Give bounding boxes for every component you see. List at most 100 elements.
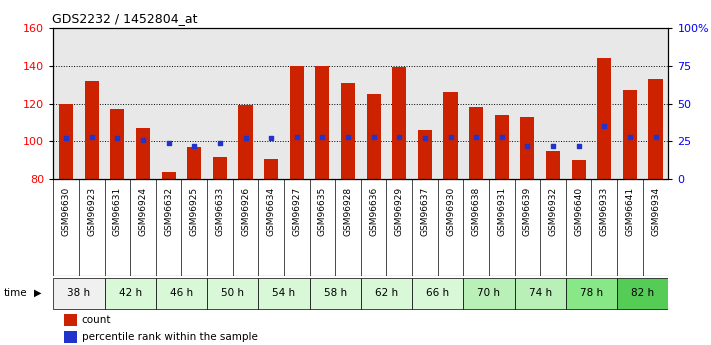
Point <box>60 136 72 141</box>
Bar <box>469 107 483 179</box>
Bar <box>341 82 355 179</box>
Bar <box>597 58 611 179</box>
Bar <box>156 278 207 309</box>
Point <box>368 134 380 140</box>
Text: 38 h: 38 h <box>68 288 90 298</box>
Text: GSM96631: GSM96631 <box>113 187 122 236</box>
Point <box>547 143 559 149</box>
Text: count: count <box>82 315 111 325</box>
Bar <box>495 115 509 179</box>
Text: 70 h: 70 h <box>478 288 501 298</box>
Text: 46 h: 46 h <box>170 288 193 298</box>
Bar <box>648 79 663 179</box>
Text: 66 h: 66 h <box>426 288 449 298</box>
Bar <box>515 278 566 309</box>
Bar <box>53 278 105 309</box>
Point <box>188 143 200 149</box>
Point <box>650 134 661 140</box>
Point <box>599 124 610 129</box>
Bar <box>136 128 150 179</box>
Bar <box>309 278 360 309</box>
Point <box>214 140 225 146</box>
Bar <box>316 66 329 179</box>
Point <box>86 134 97 140</box>
Text: 54 h: 54 h <box>272 288 296 298</box>
Bar <box>520 117 535 179</box>
Bar <box>418 130 432 179</box>
Bar <box>412 278 464 309</box>
Text: GSM96933: GSM96933 <box>600 187 609 236</box>
Bar <box>464 278 515 309</box>
Text: 82 h: 82 h <box>631 288 654 298</box>
Bar <box>105 278 156 309</box>
Bar <box>367 94 380 179</box>
Bar <box>64 331 77 343</box>
Point <box>394 134 405 140</box>
Point <box>522 143 533 149</box>
Text: 62 h: 62 h <box>375 288 398 298</box>
Point <box>291 134 302 140</box>
Text: GSM96635: GSM96635 <box>318 187 327 236</box>
Text: GSM96925: GSM96925 <box>190 187 199 236</box>
Point <box>163 140 174 146</box>
Text: GDS2232 / 1452804_at: GDS2232 / 1452804_at <box>52 12 198 25</box>
Text: GSM96639: GSM96639 <box>523 187 532 236</box>
Bar <box>617 278 668 309</box>
Text: GSM96640: GSM96640 <box>574 187 583 236</box>
Point <box>573 143 584 149</box>
Bar <box>187 147 201 179</box>
Text: GSM96633: GSM96633 <box>215 187 225 236</box>
Text: GSM96927: GSM96927 <box>292 187 301 236</box>
Bar <box>85 81 99 179</box>
Text: time: time <box>4 288 27 298</box>
Point <box>137 137 149 143</box>
Text: GSM96931: GSM96931 <box>497 187 506 236</box>
Text: 74 h: 74 h <box>529 288 552 298</box>
Text: ▶: ▶ <box>34 288 42 298</box>
Bar <box>444 92 458 179</box>
Text: GSM96924: GSM96924 <box>139 187 147 236</box>
Bar <box>207 278 258 309</box>
Text: GSM96636: GSM96636 <box>369 187 378 236</box>
Point <box>471 134 482 140</box>
Point <box>419 136 431 141</box>
Bar <box>238 105 252 179</box>
Text: GSM96634: GSM96634 <box>267 187 276 236</box>
Bar <box>623 90 637 179</box>
Text: GSM96926: GSM96926 <box>241 187 250 236</box>
Text: 50 h: 50 h <box>221 288 244 298</box>
Bar <box>360 278 412 309</box>
Text: GSM96641: GSM96641 <box>626 187 634 236</box>
Point <box>112 136 123 141</box>
Bar <box>161 172 176 179</box>
Text: 78 h: 78 h <box>580 288 603 298</box>
Bar <box>110 109 124 179</box>
Text: GSM96637: GSM96637 <box>420 187 429 236</box>
Text: GSM96934: GSM96934 <box>651 187 660 236</box>
Point <box>265 136 277 141</box>
Text: 42 h: 42 h <box>119 288 141 298</box>
Bar <box>289 66 304 179</box>
Text: GSM96923: GSM96923 <box>87 187 96 236</box>
Text: percentile rank within the sample: percentile rank within the sample <box>82 333 257 342</box>
Point <box>316 134 328 140</box>
Point <box>624 134 636 140</box>
Bar <box>59 104 73 179</box>
Text: GSM96630: GSM96630 <box>62 187 70 236</box>
Point <box>445 134 456 140</box>
Bar <box>264 158 278 179</box>
Bar <box>566 278 617 309</box>
Bar <box>258 278 309 309</box>
Text: GSM96932: GSM96932 <box>548 187 557 236</box>
Bar <box>392 68 406 179</box>
Bar <box>572 160 586 179</box>
Text: GSM96632: GSM96632 <box>164 187 173 236</box>
Text: GSM96929: GSM96929 <box>395 187 404 236</box>
Point <box>496 134 508 140</box>
Point <box>240 136 251 141</box>
Text: 58 h: 58 h <box>324 288 347 298</box>
Text: GSM96930: GSM96930 <box>446 187 455 236</box>
Bar <box>213 157 227 179</box>
Point <box>342 134 353 140</box>
Bar <box>64 314 77 326</box>
